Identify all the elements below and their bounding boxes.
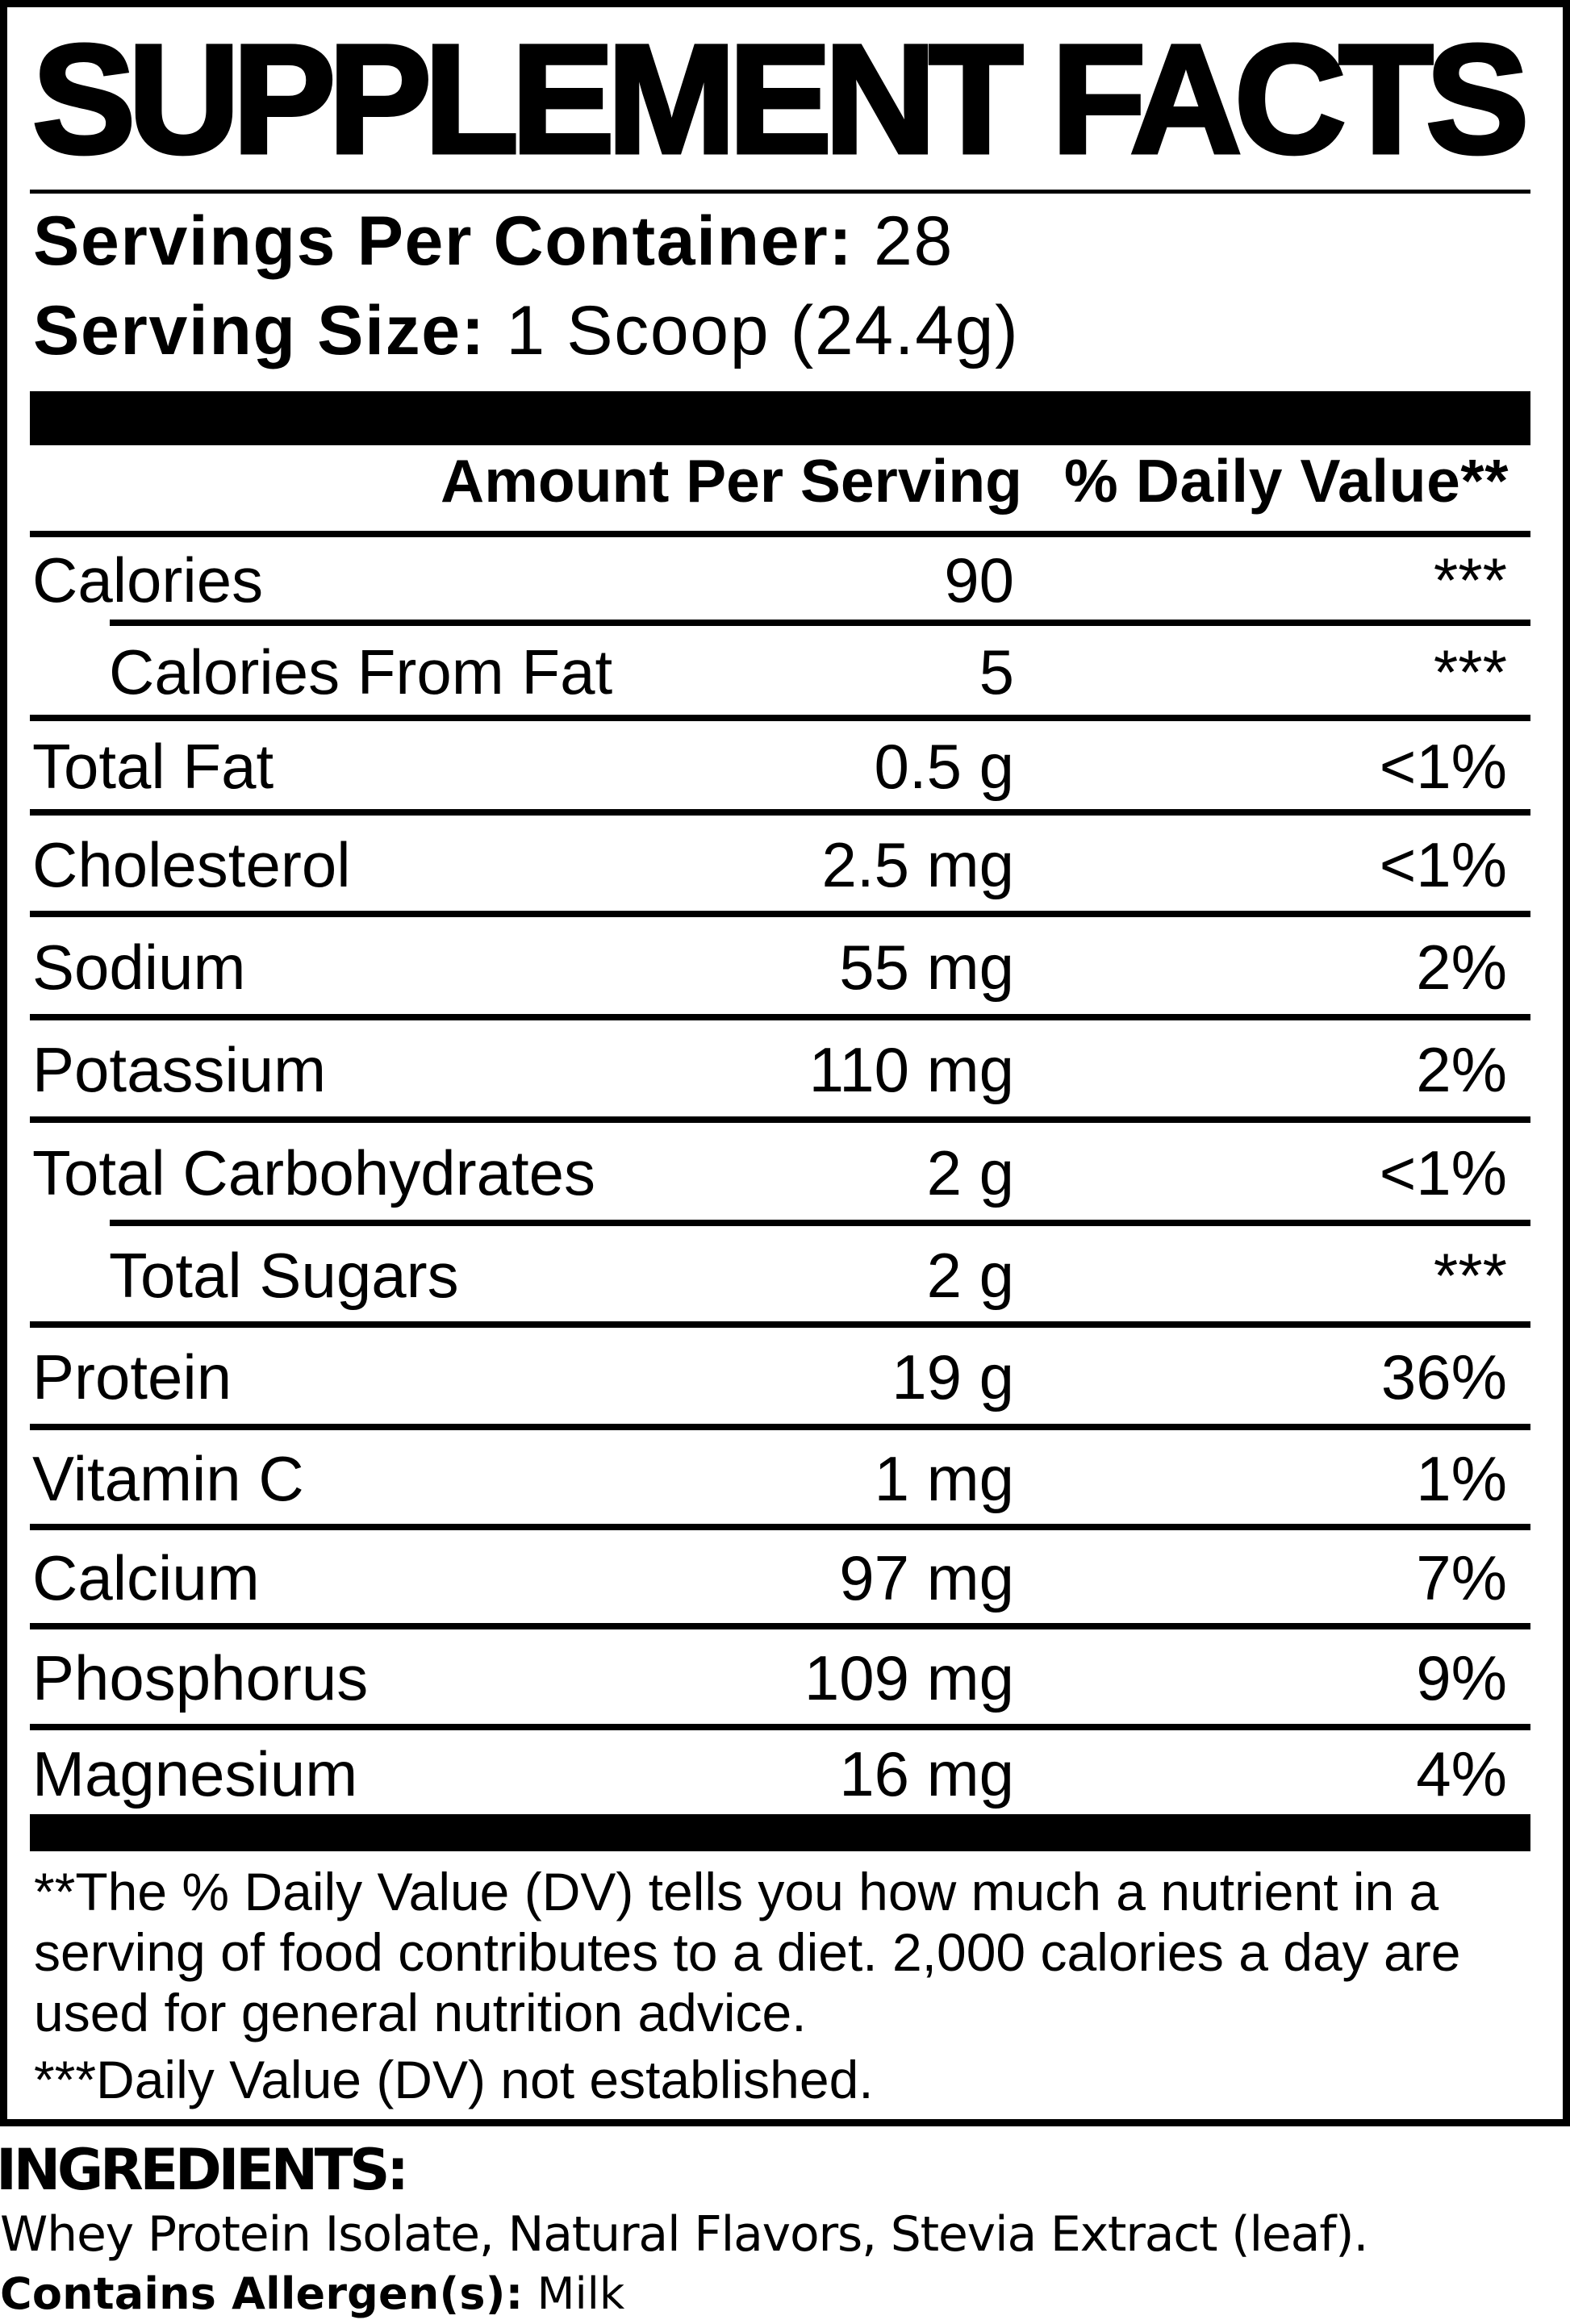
supplement-facts-panel-border — [0, 0, 1570, 2126]
row-separator — [30, 1321, 1530, 1328]
ingredients-list: Whey Protein Isolate, Natural Flavors, S… — [0, 2206, 1368, 2263]
nutrient-name: Cholesterol — [32, 829, 351, 900]
nutrient-daily-value: 4% — [1416, 1738, 1507, 1809]
nutrient-name: Total Sugars — [109, 1240, 459, 1311]
serving-size-label: Serving Size: — [33, 292, 486, 369]
nutrient-daily-value: *** — [1433, 636, 1507, 707]
row-separator — [110, 1220, 1530, 1226]
label-value-spacer — [854, 202, 875, 280]
nutrient-daily-value: 1% — [1416, 1443, 1507, 1514]
amount-per-serving-header: Amount Per Serving — [441, 447, 1022, 515]
label-value-spacer — [486, 292, 507, 369]
footnote-line: **The % Daily Value (DV) tells you how m… — [34, 1862, 1439, 1921]
allergen-line: Contains Allergen(s): Milk — [0, 2272, 624, 2316]
nutrient-amount: 16 mg — [839, 1738, 1014, 1809]
nutrient-amount: 0.5 g — [874, 731, 1014, 802]
nutrient-daily-value: <1% — [1379, 1137, 1507, 1208]
nutrient-daily-value: 2% — [1416, 1034, 1507, 1105]
label-value-spacer — [523, 2268, 537, 2319]
nutrient-name: Calories From Fat — [109, 636, 613, 707]
nutrient-amount: 109 mg — [804, 1642, 1014, 1713]
row-separator — [30, 911, 1530, 917]
ingredients-heading: INGREDIENTS: — [0, 2137, 409, 2203]
nutrient-daily-value: *** — [1433, 544, 1507, 615]
nutrient-daily-value: *** — [1433, 1240, 1507, 1311]
servings-per-container-line: Servings Per Container: 28 — [33, 207, 954, 276]
nutrient-name: Magnesium — [32, 1738, 358, 1809]
serving-size-value: 1 Scoop (24.4g) — [506, 292, 1020, 369]
nutrient-name: Phosphorus — [32, 1642, 369, 1713]
nutrient-amount: 19 g — [891, 1341, 1014, 1412]
nutrient-name: Total Carbohydrates — [32, 1137, 596, 1208]
thick-divider-top — [30, 391, 1530, 445]
nutrient-name: Potassium — [32, 1034, 327, 1105]
row-separator — [110, 620, 1530, 626]
nutrient-daily-value: 9% — [1416, 1642, 1507, 1713]
servings-per-container-value: 28 — [874, 202, 954, 280]
nutrient-daily-value: <1% — [1379, 829, 1507, 900]
nutrient-amount: 97 mg — [839, 1542, 1014, 1613]
servings-per-container-label: Servings Per Container: — [33, 202, 854, 280]
nutrient-name: Calories — [32, 544, 264, 615]
row-separator — [30, 809, 1530, 816]
nutrient-name: Sodium — [32, 932, 246, 1003]
daily-value-header: % Daily Value** — [1064, 447, 1509, 515]
header-rule — [30, 531, 1530, 537]
allergen-value: Milk — [537, 2268, 625, 2319]
footnote-line: used for general nutrition advice. — [34, 1983, 807, 2042]
nutrient-amount: 90 — [944, 544, 1014, 615]
nutrient-name: Calcium — [32, 1542, 260, 1613]
row-separator — [30, 1623, 1530, 1629]
row-separator — [30, 1424, 1530, 1430]
serving-size-line: Serving Size: 1 Scoop (24.4g) — [33, 296, 1019, 365]
nutrient-name: Vitamin C — [32, 1443, 304, 1514]
thick-divider-bottom — [30, 1814, 1530, 1851]
nutrient-name: Protein — [32, 1341, 232, 1412]
row-separator — [30, 1524, 1530, 1530]
nutrient-amount: 5 — [979, 636, 1014, 707]
panel-title: SUPPLEMENT FACTS — [30, 12, 1530, 186]
nutrient-amount: 2 g — [926, 1240, 1014, 1311]
footnote-line: serving of food contributes to a diet. 2… — [34, 1922, 1461, 1982]
footnote-not-established: ***Daily Value (DV) not established. — [34, 2050, 874, 2109]
nutrient-daily-value: 7% — [1416, 1542, 1507, 1613]
nutrient-daily-value: 2% — [1416, 932, 1507, 1003]
nutrient-amount: 55 mg — [839, 932, 1014, 1003]
nutrient-amount: 2 g — [926, 1137, 1014, 1208]
row-separator — [30, 1014, 1530, 1020]
nutrient-name: Total Fat — [32, 731, 274, 802]
allergen-label: Contains Allergen(s): — [0, 2268, 524, 2319]
footnotes: **The % Daily Value (DV) tells you how m… — [34, 1862, 1460, 2110]
nutrient-amount: 110 mg — [808, 1034, 1014, 1105]
nutrient-daily-value: <1% — [1379, 731, 1507, 802]
nutrient-amount: 2.5 mg — [821, 829, 1014, 900]
row-separator — [30, 715, 1530, 721]
row-separator — [30, 1724, 1530, 1730]
row-separator — [30, 1116, 1530, 1123]
nutrient-amount: 1 mg — [874, 1443, 1014, 1514]
nutrient-daily-value: 36% — [1380, 1341, 1507, 1412]
title-rule — [30, 190, 1530, 194]
